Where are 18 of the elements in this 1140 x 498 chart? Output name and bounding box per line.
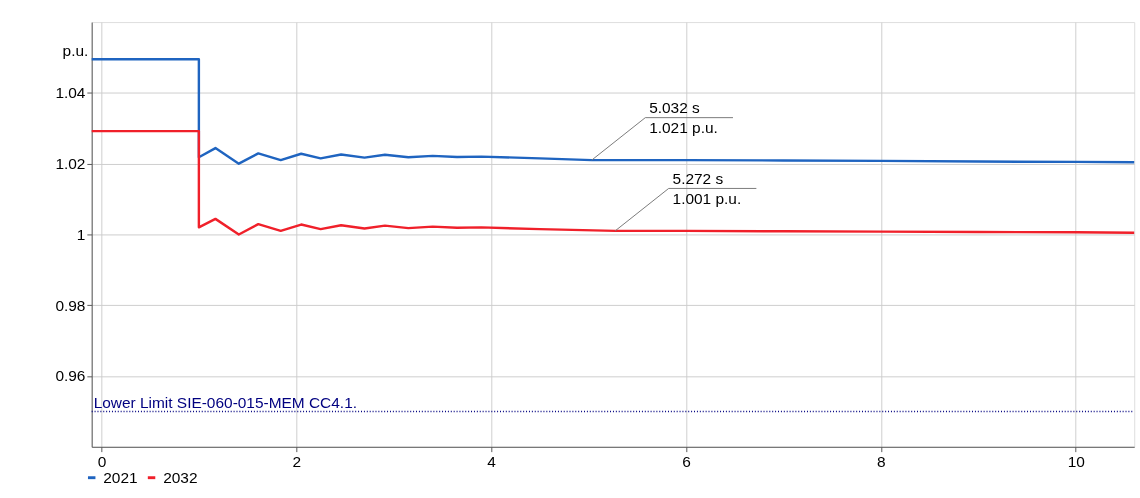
y-tick-label: 1 [76,225,86,243]
ref-line-label: Lower Limit SIE-060-015-MEM CC4.1. [93,393,358,411]
legend-label: 2032 [163,468,198,486]
x-tick-label: 2 [292,452,302,470]
y-axis-title: p.u. [62,42,89,60]
annotation: 5.272 s 1.001 p.u. [672,169,742,207]
x-tick-label: 0 [97,452,107,470]
annotation: 5.032 s 1.021 p.u. [649,98,718,137]
x-tick-label: 10 [1067,452,1085,470]
y-tick-label: 0.96 [55,367,86,385]
y-tick-label: 1.04 [55,84,86,102]
y-tick-label: 1.02 [55,154,86,172]
legend-label: 2021 [103,468,138,486]
line-series [90,58,1136,165]
x-tick-label: 8 [877,452,886,470]
x-tick-label: 4 [487,452,497,470]
y-tick-label: 0.98 [55,296,86,314]
x-tick-label: 6 [682,452,691,470]
